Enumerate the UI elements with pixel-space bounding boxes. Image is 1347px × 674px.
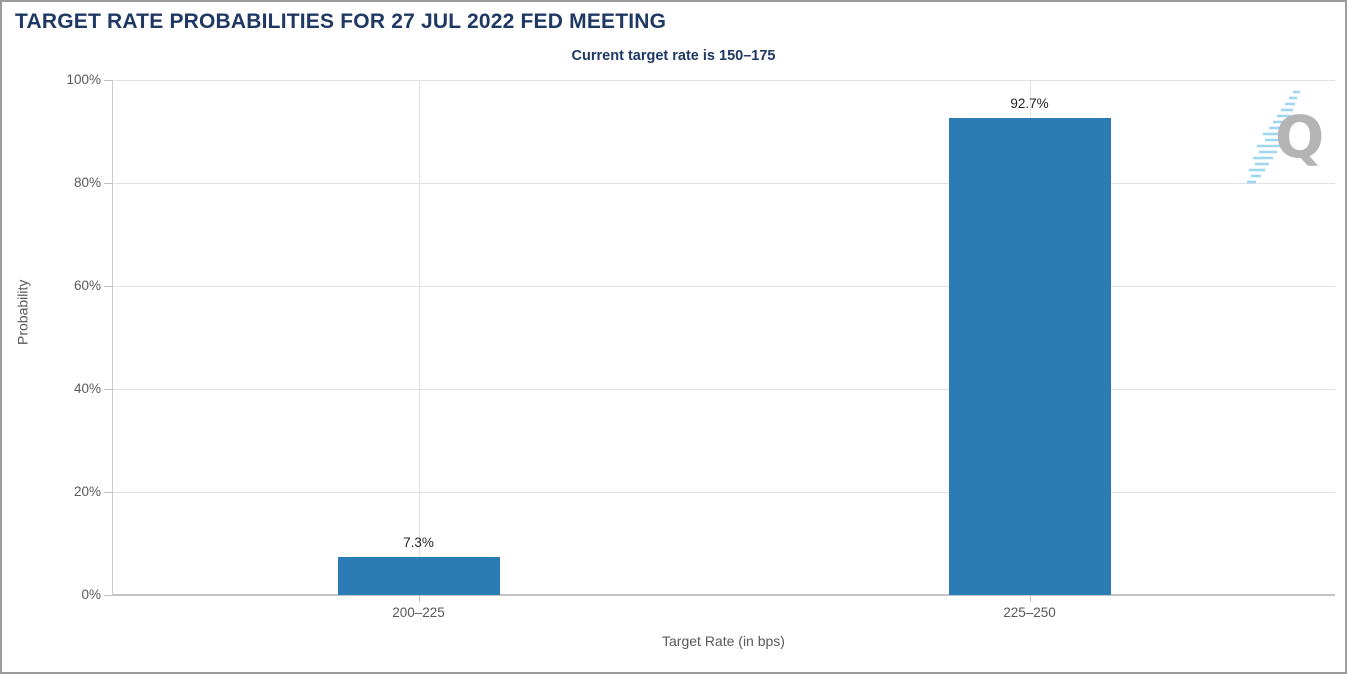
y-tick-40pct <box>104 389 113 390</box>
y-tick-label-100pct: 100% <box>66 72 101 87</box>
y-tick-label-80pct: 80% <box>73 175 101 190</box>
logo-q-letter: Q <box>1275 103 1325 171</box>
plot-area: 0% 20% 40% 60% 80% 100% 7.3% 200–225 92.7% 225–25… <box>66 72 1335 620</box>
gridline-20pct <box>113 492 1335 493</box>
chart-title: TARGET RATE PROBABILITIES FOR 27 JUL 202… <box>15 10 667 33</box>
y-tick-60pct <box>104 286 113 287</box>
logo-swoosh-icon <box>1247 90 1300 184</box>
bar-value-label-225-250: 92.7% <box>1010 95 1049 111</box>
y-tick-label-20pct: 20% <box>73 484 101 499</box>
x-tick-label-225-250: 225–250 <box>1003 605 1056 620</box>
y-tick-label-0pct: 0% <box>81 587 101 602</box>
bar-225-250 <box>948 117 1111 595</box>
gridline-40pct <box>113 389 1335 390</box>
gridline-100pct <box>113 80 1335 81</box>
bar-200-225 <box>337 557 500 595</box>
y-tick-label-60pct: 60% <box>73 278 101 293</box>
y-tick-0pct <box>104 595 113 596</box>
bar-value-label-200-225: 7.3% <box>403 535 434 551</box>
y-tick-80pct <box>104 183 113 184</box>
quikstrike-logo: Q <box>1243 86 1339 190</box>
gridline-80pct <box>113 183 1335 184</box>
x-tick-label-200-225: 200–225 <box>392 605 445 620</box>
y-tick-100pct <box>104 80 113 81</box>
x-tick-200-225 <box>418 595 420 602</box>
y-axis-title: Probability <box>14 279 31 345</box>
gridline-cat-200-225 <box>418 80 420 595</box>
x-tick-225-250 <box>1029 595 1031 602</box>
x-axis-title: Target Rate (in bps) <box>662 633 785 649</box>
y-tick-20pct <box>104 492 113 493</box>
gridline-0pct <box>113 594 1335 596</box>
gridline-60pct <box>113 286 1335 287</box>
chart-subtitle: Current target rate is 150–175 <box>571 48 776 64</box>
y-tick-label-40pct: 40% <box>73 381 101 396</box>
